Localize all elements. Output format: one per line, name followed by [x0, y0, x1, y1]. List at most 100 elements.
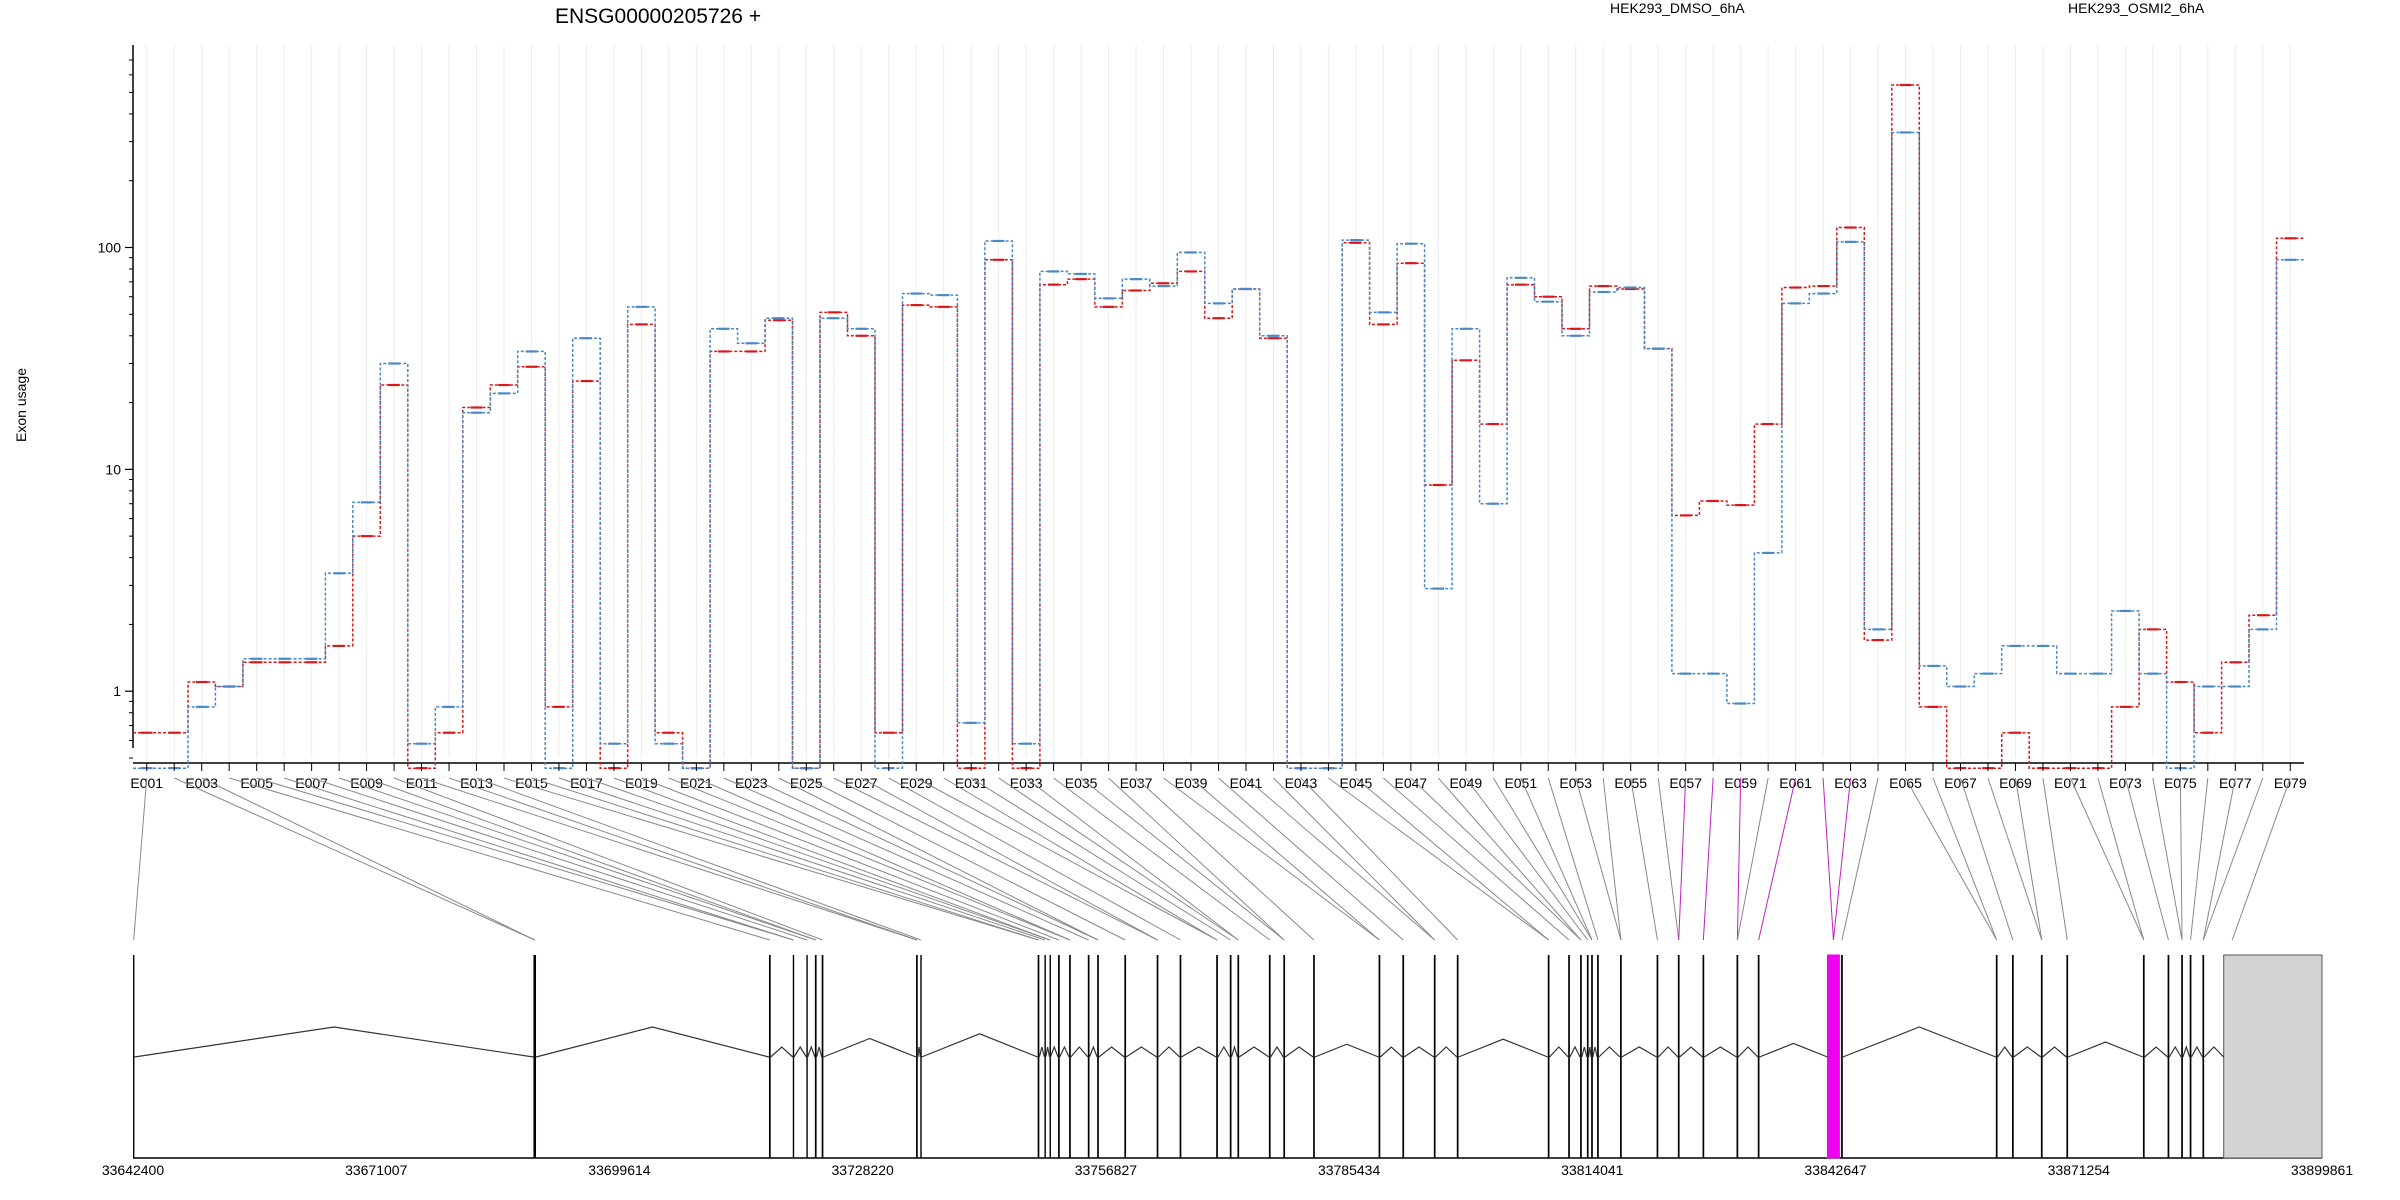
exon-connector: [311, 777, 808, 941]
x-tick-label: E017: [570, 775, 603, 791]
exon-connector: [613, 777, 1051, 941]
exon-bar: [1591, 955, 1593, 1158]
intron-line: [1284, 1046, 1314, 1058]
x-tick-label: E061: [1779, 775, 1812, 791]
x-tick-label: E071: [2054, 775, 2087, 791]
intron-line: [921, 1033, 1038, 1058]
exon-connector: [833, 777, 1158, 941]
genomic-tick-label: 33871254: [2048, 1162, 2111, 1178]
genomic-tick-label: 33642400: [102, 1162, 165, 1178]
x-tick-label: E039: [1175, 775, 1208, 791]
x-tick-label: E079: [2274, 775, 2307, 791]
exon-connector: [1080, 777, 1285, 941]
exon-bar: [792, 955, 795, 1158]
exon-connector: [2190, 777, 2209, 941]
exon-bar: [1313, 955, 1315, 1158]
x-tick-label: E065: [1889, 775, 1922, 791]
exon-bar: [1156, 955, 1159, 1158]
intron-line: [823, 1037, 917, 1058]
intron-line: [1403, 1046, 1435, 1058]
genomic-coordinate-ticks: 33642400 33671007 33699614 33728220 33756827…: [102, 1162, 2354, 1178]
exon-connector: [1547, 777, 1599, 941]
exon-connector: [1657, 777, 1680, 941]
x-tick-label: E045: [1340, 775, 1373, 791]
exon-bar: [1044, 955, 1046, 1158]
intron-line: [1587, 1046, 1592, 1058]
exon-connector: [1218, 777, 1404, 941]
x-tick-label: E047: [1395, 775, 1428, 791]
intron-line: [1125, 1046, 1158, 1058]
exon-connector: [1273, 777, 1436, 941]
exon-connector: [1355, 777, 1549, 941]
exon-bar: [1757, 955, 1760, 1158]
exon-bar: [2202, 955, 2205, 1158]
gene-model: [133, 954, 2323, 1159]
x-tick-label: E051: [1504, 775, 1537, 791]
exon-connector: [558, 777, 1046, 941]
exon-connector: [338, 777, 816, 941]
exon-connector: [723, 777, 1089, 941]
exon-bar: [2040, 955, 2043, 1158]
intron-line: [917, 1046, 921, 1058]
exon-connector: [1410, 777, 1582, 941]
exon-connector: [1832, 777, 1852, 941]
exon-connector: [503, 777, 1039, 941]
exon-bar: [1037, 955, 1040, 1158]
exon-bar: [1547, 955, 1550, 1158]
intron-line: [1997, 1045, 2013, 1058]
exon-bar: [920, 955, 922, 1158]
intron-line: [1679, 1046, 1703, 1058]
exon-connector: [1841, 777, 1879, 941]
exon-bar: [1841, 955, 1843, 1158]
genomic-tick-label: 33899861: [2291, 1162, 2354, 1178]
chart-title: ENSG00000205726 +: [555, 5, 761, 28]
intron-line: [2013, 1046, 2042, 1058]
exon-bar: [1433, 955, 1436, 1158]
x-tick-label: E031: [955, 775, 988, 791]
exon-bar: [1058, 955, 1060, 1158]
intron-line: [770, 1046, 794, 1058]
exon-connector: [888, 777, 1181, 941]
exon-bar: [2011, 955, 2014, 1158]
genomic-tick-label: 33814041: [1561, 1162, 1624, 1178]
x-tick-label: E069: [1999, 775, 2032, 791]
genomic-tick-label: 33728220: [832, 1162, 895, 1178]
exon-connector: [1053, 777, 1271, 941]
exon-connector: [751, 777, 1099, 941]
genomic-tick-label: 33699614: [588, 1162, 651, 1178]
exon-connector: [256, 777, 794, 941]
exon-connector: [1905, 777, 1998, 941]
x-tick-label: E035: [1065, 775, 1098, 791]
intron-line: [1657, 1046, 1679, 1058]
intron-line: [1217, 1045, 1231, 1058]
exon-connector: [1163, 777, 1380, 941]
exon-connector: [1987, 777, 2043, 941]
x-tick-label: E067: [1944, 775, 1977, 791]
exon-bar: [1283, 955, 1286, 1158]
exon-connector: [448, 777, 918, 941]
exon-connector: [1520, 777, 1593, 941]
exon-bar: [533, 955, 537, 1158]
exon-bar: [1124, 955, 1127, 1158]
x-tick-label: E053: [1559, 775, 1592, 791]
exon-bar: [806, 955, 808, 1158]
intron-line: [793, 1045, 807, 1058]
exon-bar: [1995, 955, 1998, 1158]
intron-line: [1379, 1046, 1403, 1058]
exon-bar: [1237, 955, 1240, 1158]
exon-connector: [1678, 777, 1687, 941]
intron-line: [2190, 1045, 2203, 1058]
exon-connector: [1575, 777, 1622, 941]
exon-connector: [1025, 777, 1239, 941]
x-tick-label: E005: [240, 775, 273, 791]
intron-line: [1088, 1045, 1098, 1058]
highlighted-exon: [1827, 954, 1840, 1159]
intron-line: [1230, 1044, 1239, 1058]
exon-connector: [998, 777, 1239, 941]
exon-connector: [1465, 777, 1589, 941]
x-tick-label: E063: [1834, 775, 1867, 791]
x-tick-label: E073: [2109, 775, 2142, 791]
exon-bar: [133, 955, 135, 1158]
exon-connector: [283, 777, 794, 941]
